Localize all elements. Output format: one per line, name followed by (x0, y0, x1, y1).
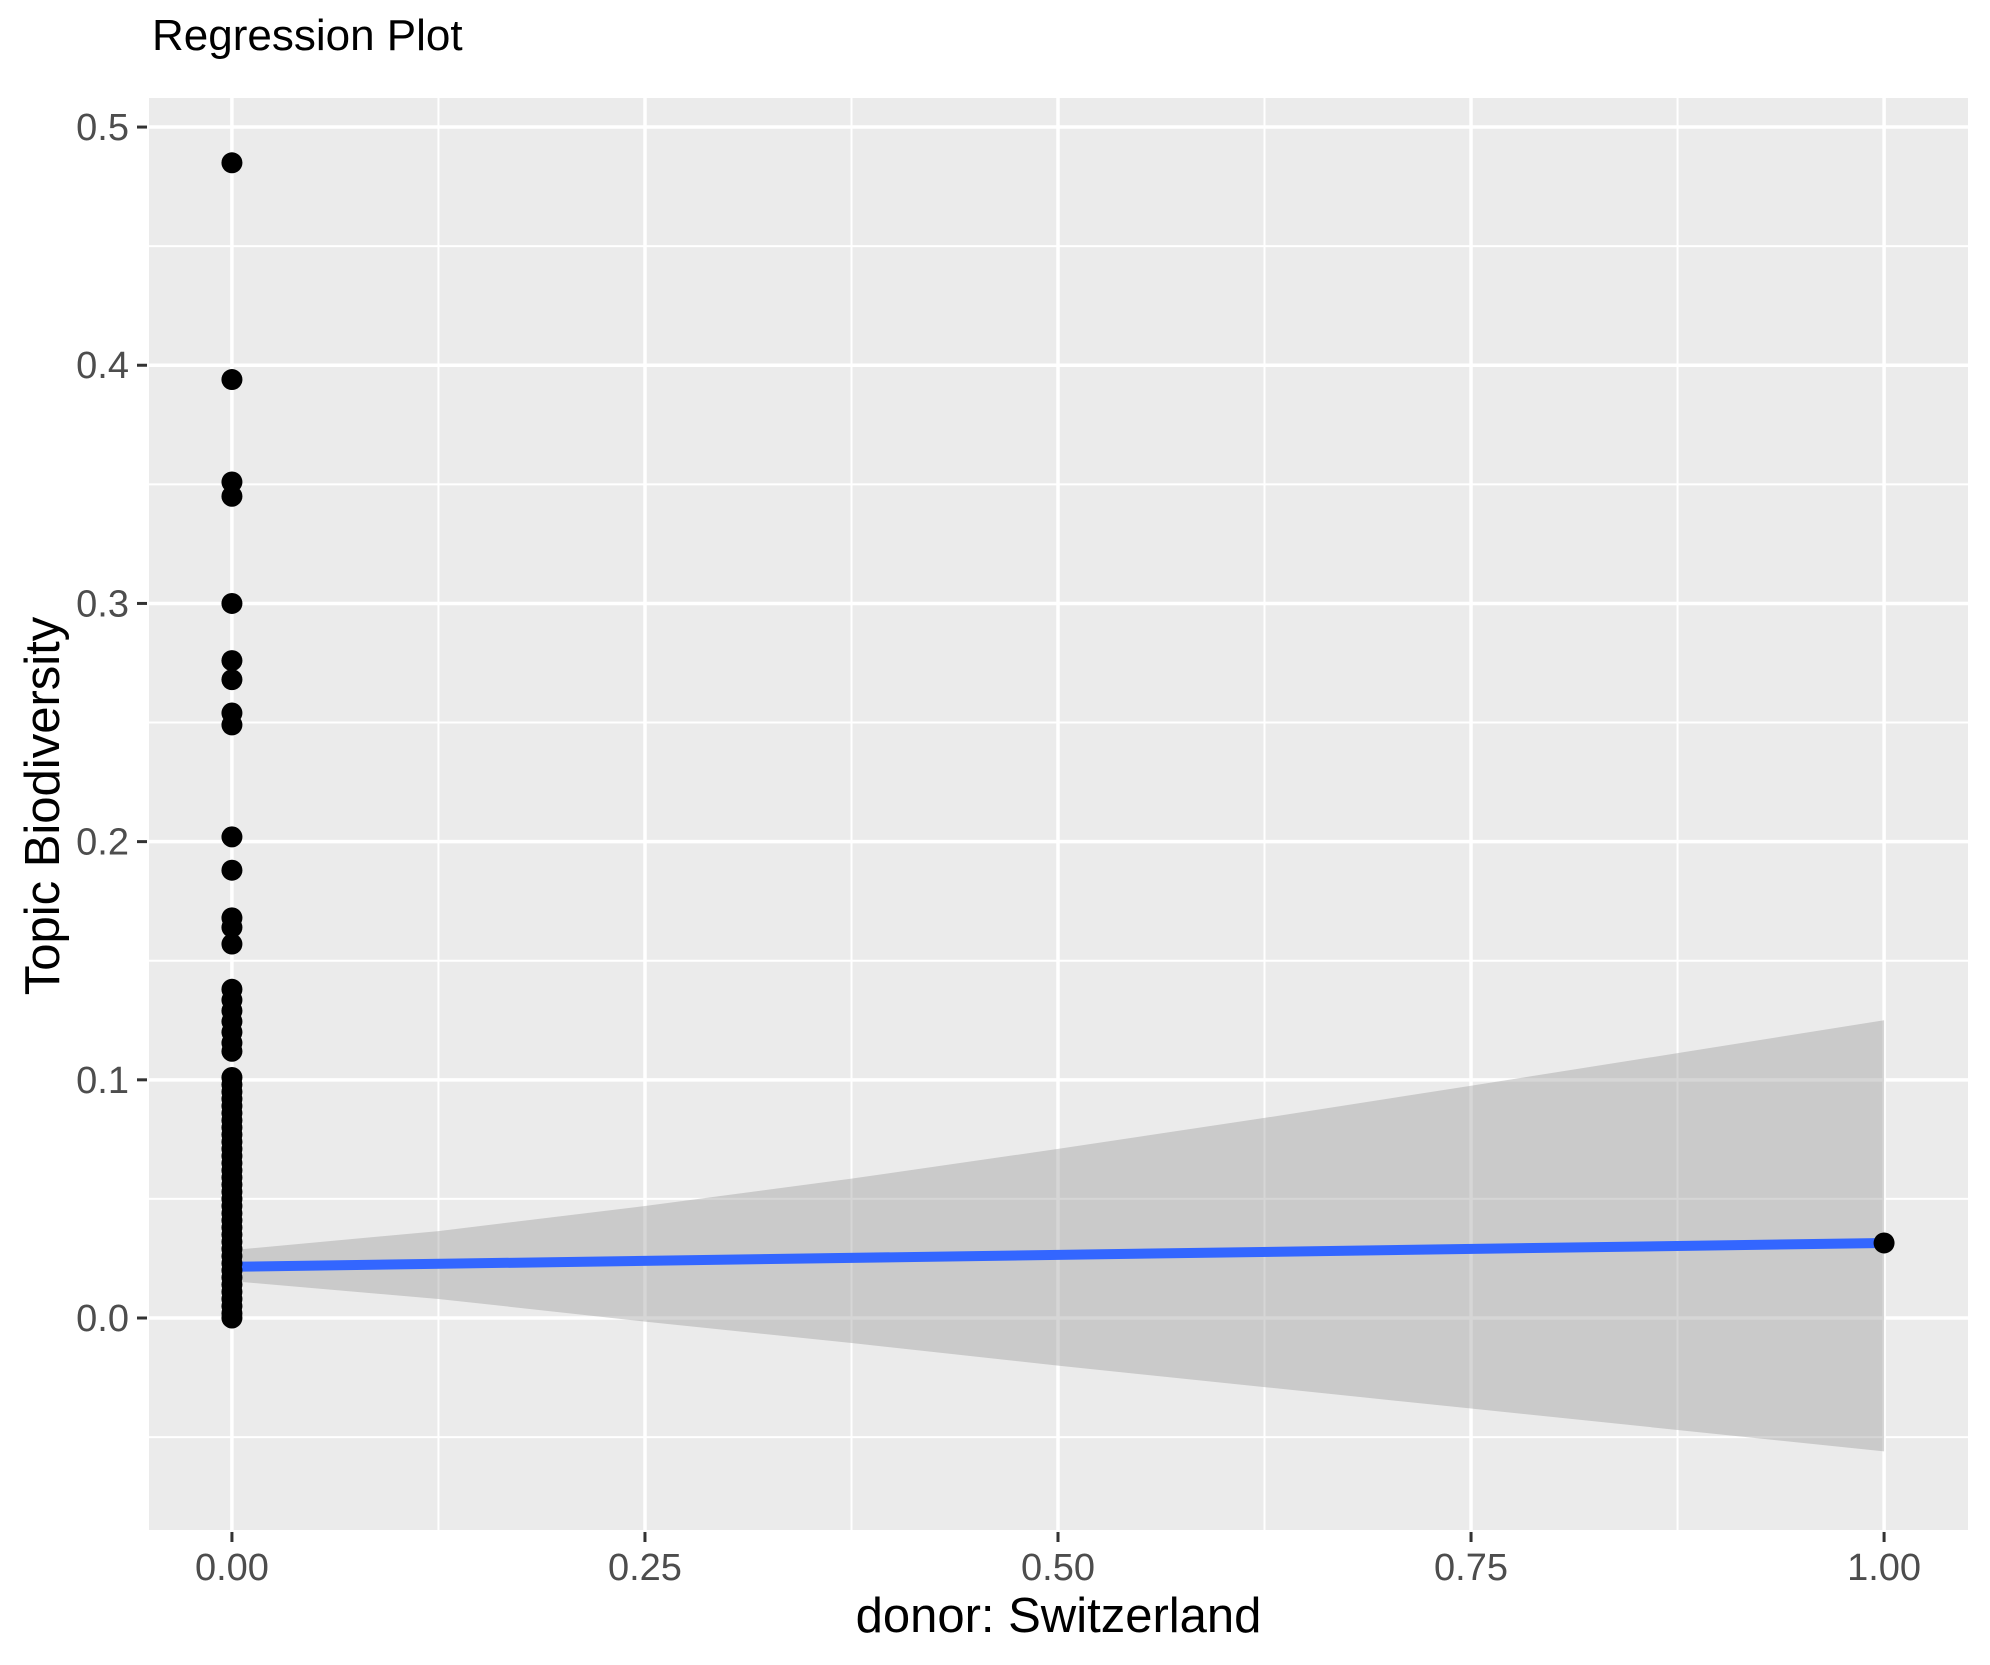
data-point (221, 485, 243, 507)
confidence-ribbon (231, 1020, 1885, 1452)
x-tick-label: 0.00 (195, 1547, 269, 1589)
regression-line (231, 1237, 1885, 1272)
y-tick-label: 0.0 (76, 1298, 129, 1340)
y-tick-label: 0.1 (76, 1060, 129, 1102)
y-axis-title: Topic Biodiversity (16, 616, 70, 996)
data-point (221, 669, 243, 691)
y-tick-label: 0.4 (76, 345, 129, 387)
y-tick-label: 0.5 (76, 107, 129, 149)
y-tick-label: 0.3 (76, 583, 129, 625)
data-point (221, 369, 243, 391)
y-tick-label: 0.2 (76, 822, 129, 864)
x-tick-label: 0.75 (1434, 1547, 1508, 1589)
data-point (221, 152, 243, 174)
data-point (221, 933, 243, 955)
plot-title: Regression Plot (152, 11, 463, 60)
x-tick-label: 0.25 (608, 1547, 682, 1589)
data-point (221, 826, 243, 848)
data-point (221, 592, 243, 614)
data-point (221, 1307, 243, 1329)
data-point (221, 1040, 243, 1062)
data-point (221, 650, 243, 672)
x-axis-title: donor: Switzerland (855, 1589, 1262, 1643)
x-tick-label: 1.00 (1847, 1547, 1921, 1589)
data-point (221, 859, 243, 881)
data-point (1873, 1232, 1895, 1254)
data-point (221, 916, 243, 938)
data-point (221, 714, 243, 736)
x-tick-label: 0.50 (1021, 1547, 1095, 1589)
